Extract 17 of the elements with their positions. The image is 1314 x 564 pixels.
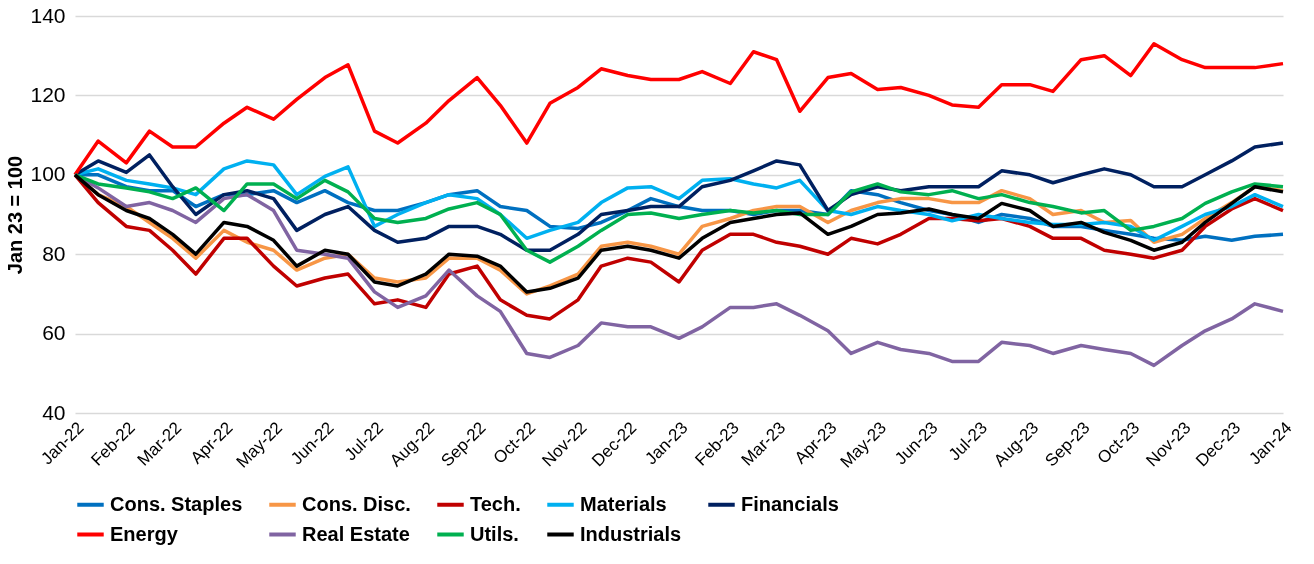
legend-label: Tech. <box>470 492 521 515</box>
y-tick-label: 100 <box>30 162 66 186</box>
legend-label: Materials <box>580 492 667 515</box>
legend-label: Cons. Staples <box>110 492 243 515</box>
y-tick-label: 40 <box>42 400 66 424</box>
legend-label: Real Estate <box>302 522 410 545</box>
legend-label: Energy <box>110 522 179 545</box>
y-tick-label: 80 <box>42 241 66 265</box>
y-axis-title: Jan 23 = 100 <box>4 155 27 275</box>
legend-label: Financials <box>741 492 839 515</box>
legend-label: Industrials <box>580 522 682 545</box>
y-tick-label: 60 <box>42 321 66 345</box>
legend-label: Cons. Disc. <box>302 492 411 515</box>
y-tick-label: 140 <box>30 3 66 27</box>
y-tick-label: 120 <box>30 82 66 106</box>
legend-label: Utils. <box>470 522 519 545</box>
line-series <box>73 42 1285 177</box>
